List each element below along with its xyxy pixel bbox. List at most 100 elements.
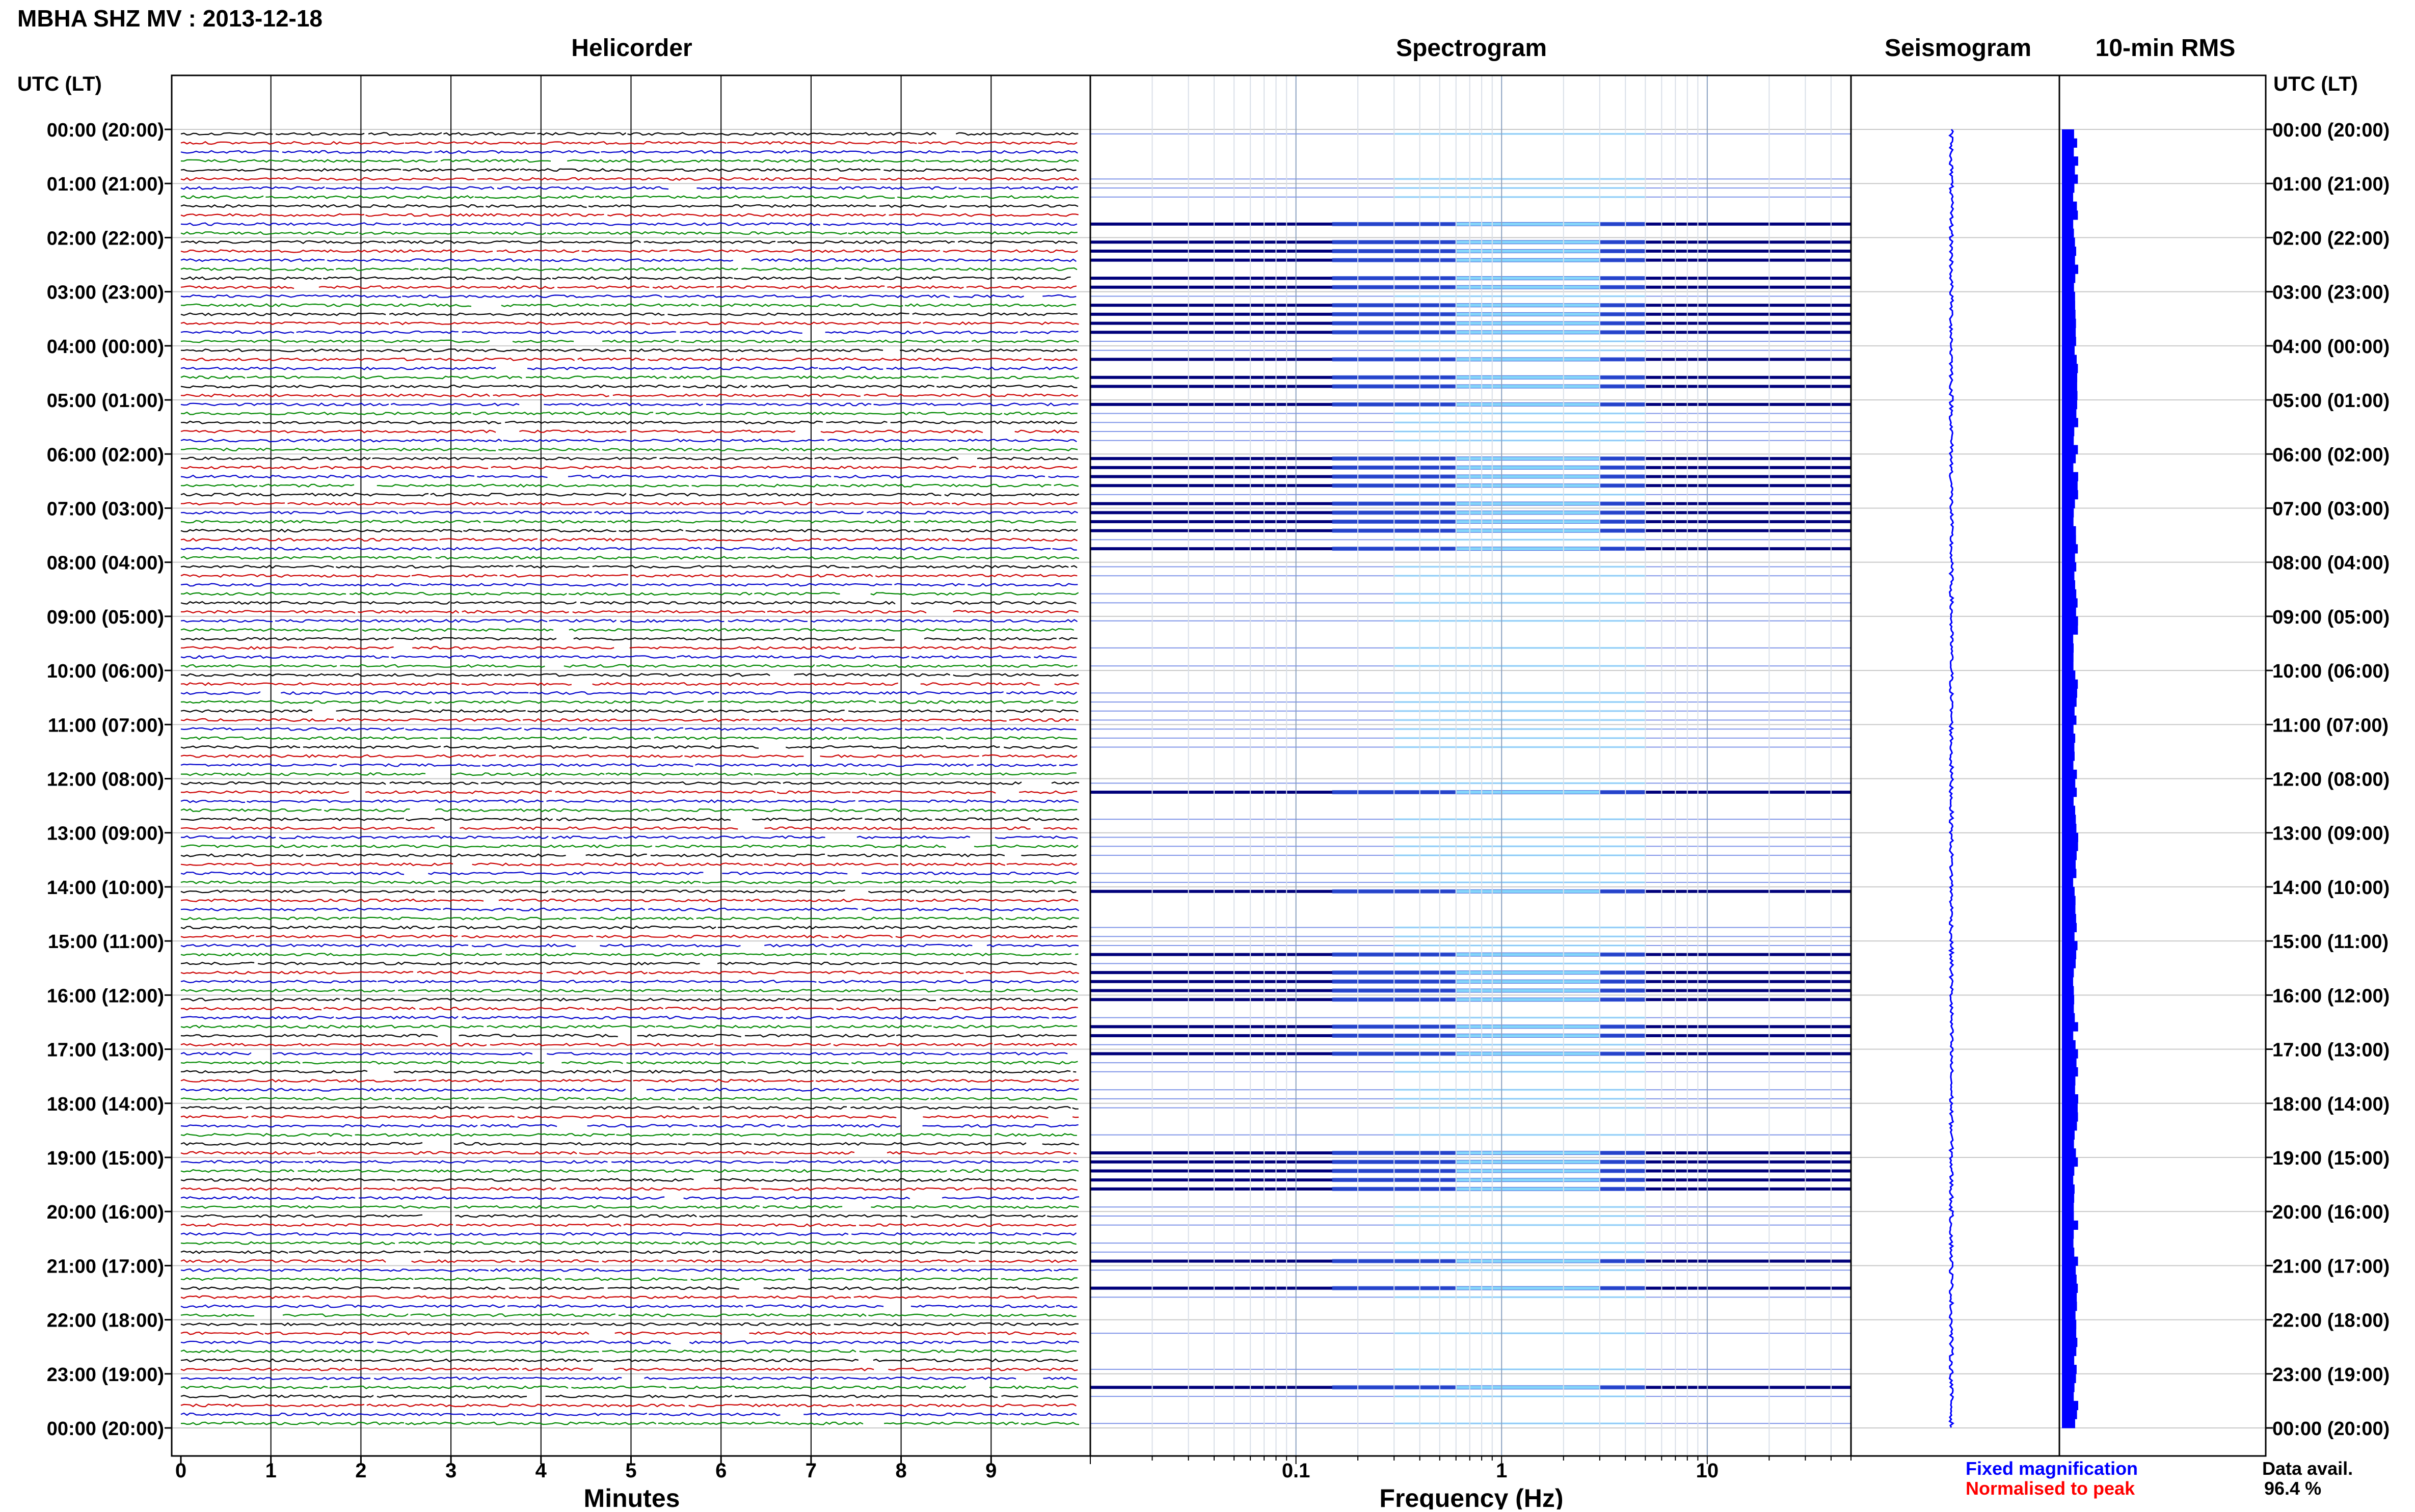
spectrogram-faint-core	[1394, 1206, 1646, 1208]
left-hour-label: 11:00 (07:00)	[48, 715, 164, 736]
helicorder-trace	[181, 610, 1079, 614]
rms-bar	[2062, 129, 2074, 139]
helicorder-trace	[180, 1124, 1079, 1128]
left-hour-label: 23:00 (19:00)	[47, 1364, 164, 1386]
spectrogram-faint-core	[1394, 619, 1646, 622]
rms-bar	[2062, 1085, 2075, 1095]
helicorder-trace	[180, 1196, 1080, 1200]
spectrogram-layer	[1090, 132, 1851, 1425]
rms-bar	[2062, 589, 2077, 599]
rms-bar	[2062, 1103, 2078, 1113]
right-hour-label: 22:00 (18:00)	[2272, 1310, 2390, 1332]
helicorder-trace	[181, 521, 1078, 523]
helicorder-trace	[180, 1142, 1079, 1146]
spectrogram-core	[1456, 1151, 1600, 1155]
rms-bar	[2062, 959, 2076, 968]
rms-bar	[2062, 247, 2076, 256]
helicorder-trace	[180, 384, 1078, 389]
spectrogram-faint-core	[1394, 1106, 1646, 1109]
spectrogram-faint-core	[1394, 782, 1646, 785]
right-hour-label: 21:00 (17:00)	[2272, 1256, 2390, 1277]
rms-bar	[2062, 1040, 2076, 1050]
helicorder-trace	[180, 528, 1078, 533]
rms-bar	[2062, 778, 2076, 788]
spectrogram-faint-core	[1394, 1422, 1646, 1425]
helicorder-trace	[180, 574, 1078, 578]
rms-bar	[2062, 1067, 2078, 1077]
rms-bar	[2062, 1400, 2078, 1411]
rms-bar	[2062, 842, 2078, 851]
right-hour-label: 09:00 (05:00)	[2272, 607, 2390, 628]
right-hour-label: 00:00 (20:00)	[2272, 1418, 2390, 1440]
helicorder-trace	[180, 438, 1077, 443]
data-avail-label: Data avail.	[2262, 1458, 2353, 1479]
rms-bar	[2062, 445, 2078, 454]
right-hour-label: 06:00 (02:00)	[2272, 444, 2390, 466]
helicorder-trace	[180, 1105, 1079, 1110]
rms-bar	[2062, 1247, 2075, 1257]
frequency-tick-label: 1	[1496, 1460, 1507, 1482]
spectrogram-core	[1456, 321, 1600, 325]
rms-frame	[2058, 74, 2267, 1457]
spectrogram-faint-core	[1394, 196, 1646, 198]
seismogram-frame	[1850, 74, 2060, 1457]
helicorder-trace	[180, 249, 1078, 253]
helicorder-trace	[180, 1205, 1079, 1209]
rms-bar	[2062, 1022, 2078, 1032]
helicorder-trace	[180, 1078, 1079, 1083]
spectrogram-faint-core	[1394, 1070, 1646, 1073]
rms-bar	[2062, 941, 2078, 951]
helicorder-trace	[180, 709, 1079, 713]
helicorder-trace	[180, 862, 1078, 867]
rms-bar	[2062, 1211, 2074, 1221]
helicorder-trace	[180, 1214, 1078, 1218]
minute-tick-label: 0	[175, 1460, 186, 1482]
helicorder-trace	[180, 393, 1079, 397]
helicorder-trace	[180, 1277, 1078, 1281]
helicorder-trace	[180, 1151, 1077, 1155]
rms-bar	[2062, 724, 2074, 734]
rms-bar	[2062, 436, 2074, 446]
right-hour-label: 19:00 (15:00)	[2272, 1148, 2390, 1169]
spectrogram-faint-core	[1394, 1251, 1646, 1253]
helicorder-trace	[181, 447, 1078, 452]
plot-title: MBHA SHZ MV : 2013-12-18	[17, 5, 323, 32]
helicorder-trace	[180, 348, 1078, 353]
rms-bar	[2062, 156, 2078, 166]
rms-bar	[2062, 418, 2078, 427]
rms-bar	[2062, 544, 2078, 554]
rms-bar	[2062, 328, 2076, 337]
helicorder-trace	[180, 330, 1079, 335]
helicorder-trace	[180, 1340, 1079, 1344]
rms-bar	[2062, 147, 2074, 157]
left-hour-label: 13:00 (09:00)	[47, 823, 164, 845]
rms-bar	[2062, 318, 2076, 328]
helicorder-trace	[180, 222, 1078, 226]
left-hour-label: 20:00 (16:00)	[47, 1202, 164, 1223]
rms-bar	[2062, 1112, 2078, 1122]
helicorder-trace	[180, 483, 1079, 488]
right-hour-label: 04:00 (00:00)	[2272, 336, 2390, 358]
spectrogram-faint-core	[1394, 349, 1646, 352]
rms-bar	[2062, 264, 2078, 274]
spectrogram-core	[1456, 998, 1600, 1002]
helicorder-trace	[180, 781, 1080, 786]
spectrogram-core	[1456, 358, 1600, 361]
helicorder-trace	[180, 1115, 1079, 1119]
helicorder-trace	[180, 357, 1078, 362]
helicorder-trace	[180, 1024, 1078, 1029]
helicorder-trace	[180, 952, 1079, 957]
helicorder-trace	[180, 637, 1078, 641]
helicorder-trace	[180, 1097, 1078, 1101]
spectrogram-faint-core	[1394, 430, 1646, 433]
helicorder-trace	[180, 303, 1077, 307]
spectrogram-faint-core	[1394, 1062, 1646, 1064]
spectrogram-faint-core	[1394, 962, 1646, 965]
left-hour-label: 12:00 (08:00)	[47, 769, 164, 791]
minute-tick-label: 9	[985, 1460, 997, 1482]
rms-bar	[2062, 625, 2078, 635]
rms-bar	[2062, 1220, 2078, 1230]
helicorder-trace	[180, 204, 1079, 208]
helicorder-trace	[180, 429, 1080, 434]
rms-bar	[2062, 751, 2075, 761]
